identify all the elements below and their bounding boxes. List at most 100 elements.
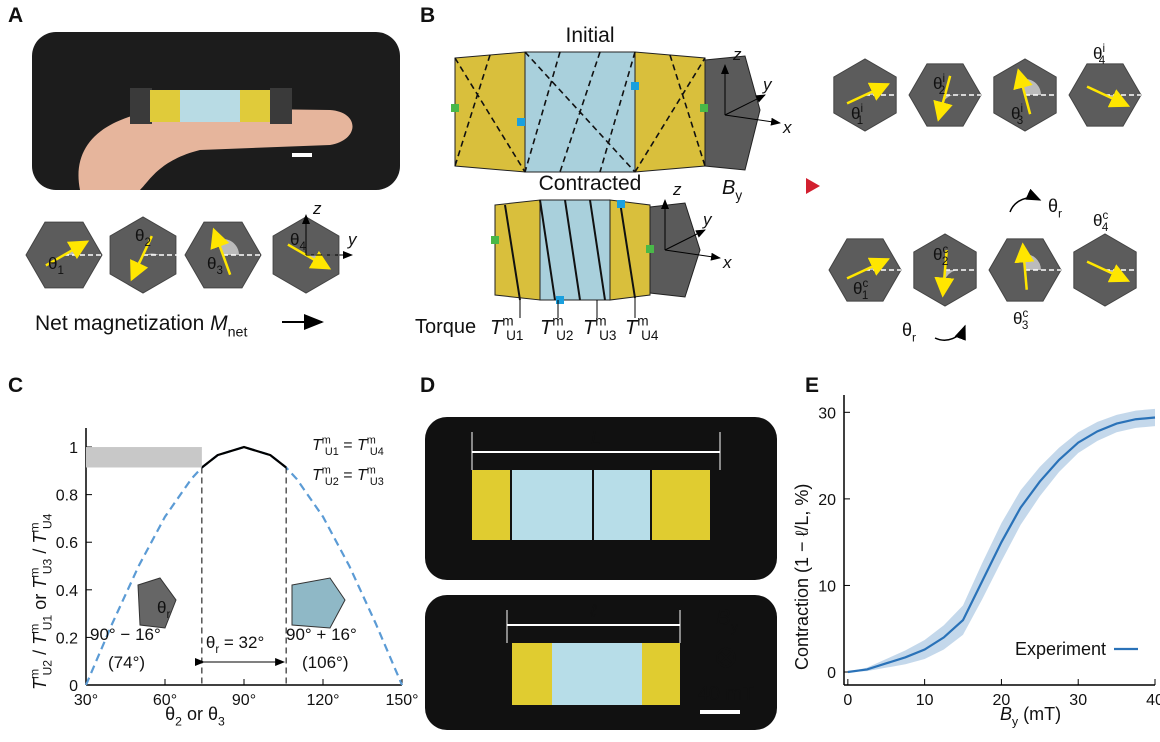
- highlight-band: [86, 447, 202, 467]
- text-part: i: [942, 73, 945, 85]
- text-part: B: [722, 177, 735, 199]
- text-part: 1: [857, 115, 863, 127]
- field-symbol: ⊗: [713, 641, 738, 674]
- marker: [517, 118, 525, 126]
- text-part: θ: [207, 254, 216, 273]
- text-part: net: [228, 324, 248, 340]
- annotation: θr = 32°: [206, 633, 264, 656]
- text-part: θ: [208, 704, 218, 724]
- axis-label: x: [782, 118, 792, 137]
- text-part: U3: [40, 558, 54, 574]
- annotation: (106°): [302, 653, 348, 672]
- y-tick-label: 0.6: [56, 535, 78, 552]
- text-part: m: [322, 434, 331, 446]
- panel-label: C: [8, 374, 23, 397]
- unit: [610, 200, 650, 300]
- text-part: 2: [939, 85, 945, 97]
- annotation: (74°): [108, 653, 145, 672]
- text-part: θ: [157, 598, 166, 617]
- text-part: c: [862, 278, 868, 290]
- y-tick-label: 20: [818, 492, 836, 509]
- x-tick-label: 0: [843, 692, 852, 709]
- panel-label: E: [805, 374, 819, 397]
- figure: ABCDEθ1θ2θ3θ4zyNet magnetization MnetIni…: [0, 0, 1160, 742]
- x-axis-label: θ2 or θ3: [165, 704, 225, 728]
- marker: [617, 200, 625, 208]
- text-part: 2: [144, 237, 150, 249]
- axis-label: z: [312, 199, 322, 218]
- length-label: ℓ: [589, 601, 597, 621]
- text-part: 3: [218, 714, 225, 728]
- x-tick-label: 90°: [232, 692, 256, 709]
- rotation-arrow: [1010, 198, 1040, 212]
- unit: [240, 90, 270, 122]
- text-part: θ: [290, 230, 299, 249]
- text-part: y: [735, 188, 742, 203]
- text-part: =: [339, 467, 357, 484]
- annotation: TmU2 = TmU3: [312, 464, 384, 488]
- text-part: θ: [902, 320, 912, 340]
- rotation-label: θr: [1048, 196, 1062, 220]
- y-tick-label: 0.8: [56, 488, 78, 505]
- text-part: B: [716, 605, 731, 630]
- y-axis-label: Contraction (1 − ℓ/L, %): [792, 484, 812, 670]
- text-part: U1: [325, 446, 339, 458]
- text-part: U4: [641, 328, 659, 343]
- annotation: 90° + 16°: [286, 625, 357, 644]
- legend-label: Experiment: [1015, 639, 1106, 659]
- hex-label: θc3: [1013, 308, 1028, 332]
- text-part: 3: [1022, 320, 1028, 332]
- text-part: m: [595, 314, 606, 329]
- y-tick-label: 0: [827, 665, 836, 682]
- text-part: or: [182, 704, 208, 724]
- text-part: y: [731, 619, 739, 636]
- text-part: B: [1000, 704, 1012, 724]
- text-part: U2: [556, 328, 573, 343]
- annotation: 90° − 16°: [90, 625, 161, 644]
- marker: [491, 236, 499, 244]
- y-tick-label: 1: [69, 440, 78, 457]
- unit: [512, 470, 592, 540]
- x-axis-label: By (mT): [1000, 704, 1061, 728]
- text-part: U3: [599, 328, 616, 343]
- axis-label: y: [702, 210, 713, 229]
- unit: [180, 90, 240, 122]
- torque-leaders: [520, 298, 635, 318]
- unit: [540, 200, 610, 300]
- text-part: i: [1102, 43, 1105, 55]
- cap: [130, 88, 152, 124]
- x-tick-label: 120°: [306, 692, 339, 709]
- unit: [642, 643, 680, 705]
- text-part: m: [27, 568, 41, 578]
- y-tick-label: 0.2: [56, 630, 78, 647]
- text-part: 3: [1017, 115, 1023, 127]
- text-part: U1: [40, 615, 54, 631]
- y-axis-label: TmU2 / TmU1 or TmU3 / TmU4: [27, 513, 54, 690]
- panel-label: D: [420, 374, 435, 397]
- text-part: m: [27, 624, 41, 634]
- text-part: U2: [40, 660, 54, 676]
- text-part: m: [367, 464, 376, 476]
- y-tick-label: 10: [818, 578, 836, 595]
- text-part: m: [322, 464, 331, 476]
- text-part: m: [637, 314, 648, 329]
- x-tick-label: 10: [916, 692, 934, 709]
- unit: [472, 470, 510, 540]
- text-part: 3: [216, 265, 222, 277]
- torque: TmU3: [583, 314, 616, 343]
- text-part: U2: [325, 476, 339, 488]
- marker: [451, 104, 459, 112]
- marker: [631, 82, 639, 90]
- torque: TmU2: [540, 314, 573, 343]
- unit: [652, 470, 710, 540]
- text-part: c: [1102, 210, 1108, 222]
- inset-unit: [292, 578, 345, 628]
- text-part: U4: [40, 513, 54, 529]
- text-part: 2: [942, 256, 948, 268]
- cap: [650, 203, 700, 297]
- state-label: Contracted: [539, 172, 642, 195]
- marker: [646, 245, 654, 253]
- unit: [150, 90, 180, 122]
- state-label: Initial: [565, 24, 614, 47]
